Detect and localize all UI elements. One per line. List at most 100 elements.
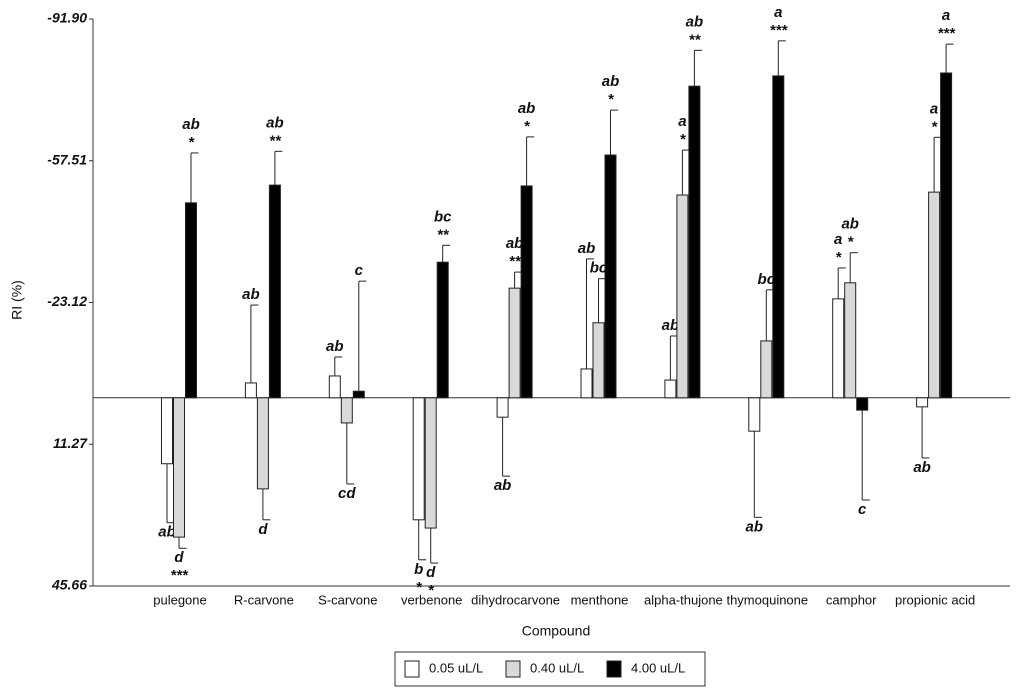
significance-stars: * xyxy=(524,118,531,135)
group-letter: bc xyxy=(590,260,608,277)
group-letter: ab xyxy=(746,518,764,535)
bar xyxy=(412,397,425,521)
bar xyxy=(340,397,353,424)
significance-stars: * xyxy=(847,234,854,251)
bar xyxy=(760,340,773,399)
bar xyxy=(592,322,605,399)
x-tick-label: propionic acid xyxy=(895,592,975,607)
significance-stars: * xyxy=(931,118,938,135)
x-tick-label: alpha-thujone xyxy=(644,592,723,607)
bar xyxy=(268,184,281,399)
group-letter: bc xyxy=(434,208,452,225)
legend-label: 0.40 uL/L xyxy=(530,660,584,675)
significance-stars: * xyxy=(608,91,615,108)
significance-stars: * xyxy=(835,249,842,266)
y-tick-label: 45.66 xyxy=(51,577,87,593)
significance-stars: *** xyxy=(170,567,189,584)
bar xyxy=(161,397,173,465)
bar xyxy=(173,397,185,538)
significance-stars: * xyxy=(428,582,435,599)
bar xyxy=(520,185,533,399)
group-letter: ab xyxy=(913,459,931,476)
legend-label: 4.00 uL/L xyxy=(631,660,685,675)
significance-stars: * xyxy=(416,579,423,596)
group-letter: d xyxy=(258,521,268,538)
group-letter: d xyxy=(174,549,184,566)
bar xyxy=(832,298,845,399)
group-letter: ab xyxy=(686,13,704,30)
group-letter: ab xyxy=(182,116,200,133)
bar xyxy=(688,85,701,399)
x-tick-label: S-carvone xyxy=(318,592,377,607)
group-letter: a xyxy=(774,4,782,21)
group-letter: ab xyxy=(158,524,176,541)
group-letter: bc xyxy=(758,271,776,288)
bar xyxy=(496,397,509,418)
bar xyxy=(676,194,689,399)
x-tick-label: verbenone xyxy=(401,592,462,607)
bar xyxy=(244,382,257,399)
group-letter: ab xyxy=(242,286,260,303)
significance-stars: *** xyxy=(937,25,956,42)
group-letter: ab xyxy=(326,338,344,355)
bar xyxy=(256,397,269,490)
bar xyxy=(185,202,197,399)
significance-stars: *** xyxy=(770,22,789,39)
bar xyxy=(424,397,437,529)
legend-swatch xyxy=(606,660,622,678)
bar xyxy=(664,379,677,399)
legend-swatch xyxy=(505,660,521,678)
group-letter: c xyxy=(355,262,364,279)
group-letter: ab xyxy=(494,477,512,494)
bar xyxy=(580,368,593,399)
x-tick-label: R-carvone xyxy=(234,592,294,607)
x-tick-label: camphor xyxy=(826,592,877,607)
group-letter: c xyxy=(858,501,867,518)
group-letter: a xyxy=(942,7,950,24)
bar xyxy=(856,397,869,411)
group-letter: a xyxy=(834,231,842,248)
y-tick-label: 11.27 xyxy=(53,435,88,451)
bar xyxy=(748,397,761,432)
legend-swatch xyxy=(404,660,420,678)
bar xyxy=(508,287,521,399)
group-letter: d xyxy=(426,564,436,581)
x-tick-label: pulegone xyxy=(153,592,207,607)
bar xyxy=(772,75,785,399)
group-letter: ab xyxy=(841,216,859,233)
significance-stars: ** xyxy=(437,226,450,243)
y-tick-label: -23.12 xyxy=(47,293,87,309)
group-letter: ab xyxy=(662,317,680,334)
group-letter: ab xyxy=(266,114,284,131)
bar xyxy=(916,397,929,408)
bar xyxy=(328,375,341,399)
x-tick-label: dihydrocarvone xyxy=(471,592,560,607)
significance-stars: * xyxy=(188,134,195,151)
y-axis-title: RI (%) xyxy=(9,280,25,320)
bar xyxy=(436,261,449,399)
significance-stars: * xyxy=(679,131,686,148)
group-letter: b xyxy=(414,561,423,578)
significance-stars: ** xyxy=(269,132,282,149)
bar xyxy=(352,390,365,399)
significance-stars: ** xyxy=(509,253,522,270)
group-letter: cd xyxy=(338,485,356,502)
bar xyxy=(844,282,857,399)
significance-stars: ** xyxy=(689,31,702,48)
group-letter: a xyxy=(678,113,686,130)
bar xyxy=(604,154,617,399)
legend-box xyxy=(394,651,706,687)
y-tick-label: -57.51 xyxy=(47,151,87,167)
x-tick-label: thymoquinone xyxy=(726,592,808,607)
group-letter: ab xyxy=(518,100,536,117)
bar xyxy=(940,72,953,399)
x-axis-title: Compound xyxy=(522,623,591,639)
group-letter: a xyxy=(930,100,938,117)
group-letter: ab xyxy=(578,240,596,257)
legend-label: 0.05 uL/L xyxy=(429,660,483,675)
y-tick-label: -91.90 xyxy=(47,10,87,26)
group-letter: ab xyxy=(602,73,620,90)
x-tick-label: menthone xyxy=(571,592,629,607)
bar xyxy=(928,191,941,399)
